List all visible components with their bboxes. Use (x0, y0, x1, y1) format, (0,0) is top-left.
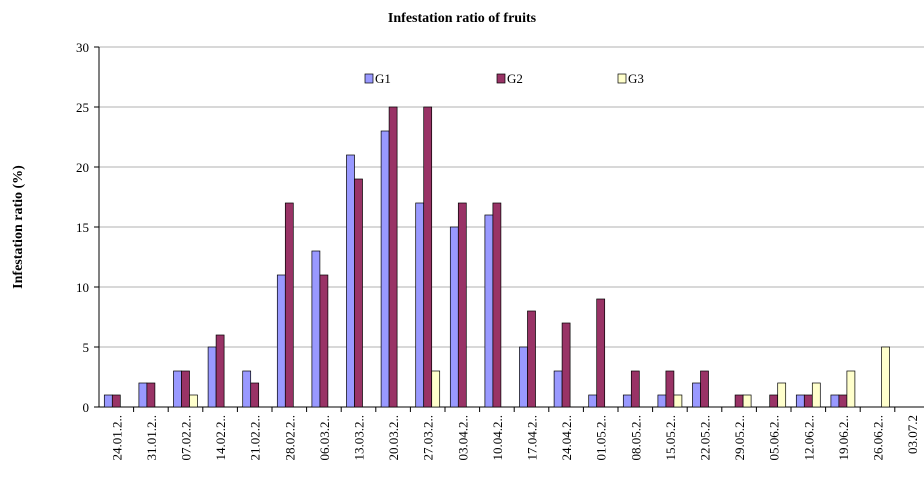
x-tick-label: 07.02.2.. (179, 415, 194, 461)
y-tick-label: 5 (83, 340, 90, 355)
bar (284, 202, 294, 408)
bar (457, 202, 467, 408)
x-tick-label: 01.05.2.. (594, 415, 609, 461)
bar (181, 370, 190, 408)
bar (380, 130, 390, 408)
bar (449, 226, 459, 408)
bar (354, 178, 363, 408)
bar (588, 394, 598, 408)
x-tick-label: 19.06.2.. (836, 415, 851, 461)
bar (795, 394, 805, 408)
x-tick-label: 03.07.2 (905, 415, 920, 454)
x-tick-label: 08.05.2.. (628, 415, 643, 461)
bar (630, 370, 640, 408)
bar (742, 394, 752, 408)
bar (423, 106, 433, 408)
y-tick-label: 0 (83, 400, 90, 415)
bar (692, 382, 701, 408)
x-tick-label: 21.02.2.. (248, 415, 263, 461)
bar (492, 202, 502, 408)
x-tick-label: 26.06.2.. (871, 415, 886, 461)
bar (250, 382, 260, 408)
bar (553, 370, 563, 408)
bar (769, 394, 779, 408)
x-tick-label: 29.05.2.. (732, 415, 747, 461)
bar (657, 394, 667, 408)
bar (215, 334, 225, 408)
bar (103, 394, 113, 408)
legend-label: G3 (628, 71, 644, 86)
x-tick-label: 24.01.2.. (109, 415, 124, 461)
x-tick-label: 06.03.2.. (317, 415, 332, 461)
bar (311, 250, 321, 408)
y-tick-label: 10 (76, 280, 89, 295)
x-tick-label: 24.04.2.. (559, 415, 574, 461)
y-tick-label: 30 (76, 40, 89, 55)
x-tick-label: 13.03.2.. (352, 415, 367, 461)
bar (527, 310, 536, 408)
bar (622, 394, 632, 408)
bar (388, 106, 398, 408)
y-tick-label: 20 (76, 160, 89, 175)
legend-label: G2 (507, 71, 523, 86)
x-tick-label: 15.05.2.. (663, 415, 678, 461)
bar (415, 202, 425, 408)
y-tick-label: 25 (76, 100, 89, 115)
bar (881, 346, 890, 408)
x-tick-label: 31.01.2.. (144, 415, 159, 461)
x-tick-label: 17.04.2.. (525, 415, 540, 461)
bar (138, 382, 148, 408)
y-tick-label: 15 (76, 220, 89, 235)
x-tick-label: 05.06.2.. (767, 415, 782, 461)
x-tick-label: 28.02.2.. (282, 415, 297, 461)
bar (319, 274, 329, 408)
legend-swatch (364, 73, 374, 84)
bar (596, 298, 606, 408)
legend-swatch (496, 73, 506, 84)
bar (146, 382, 156, 408)
bar (207, 346, 217, 408)
bar (665, 370, 675, 408)
chart-title: Infestation ratio of fruits (388, 11, 537, 26)
bar (561, 322, 571, 408)
bar (830, 394, 840, 408)
bar (673, 394, 683, 408)
bar (734, 394, 744, 408)
x-tick-label: 27.03.2.. (421, 415, 436, 461)
bar (242, 370, 252, 408)
bar (700, 370, 709, 408)
x-tick-label: 14.02.2.. (213, 415, 228, 461)
y-axis-label: Infestation ratio (%) (11, 165, 26, 289)
bar (519, 346, 528, 408)
bar (276, 274, 286, 408)
bar (189, 394, 198, 408)
legend-swatch (617, 73, 627, 84)
x-tick-label: 10.04.2.. (490, 415, 505, 461)
x-tick-label: 03.04.2.. (455, 415, 470, 461)
bar (346, 154, 355, 408)
bar (811, 382, 821, 408)
legend-label: G1 (375, 71, 391, 86)
bar (431, 370, 441, 408)
bar (777, 382, 787, 408)
bar (803, 394, 813, 408)
bar (838, 394, 848, 408)
bar (484, 214, 494, 408)
x-tick-label: 22.05.2.. (698, 415, 713, 461)
x-tick-label: 20.03.2.. (386, 415, 401, 461)
x-tick-label: 12.06.2.. (801, 415, 816, 461)
bar (846, 370, 856, 408)
bar (111, 394, 121, 408)
bar (173, 370, 182, 408)
